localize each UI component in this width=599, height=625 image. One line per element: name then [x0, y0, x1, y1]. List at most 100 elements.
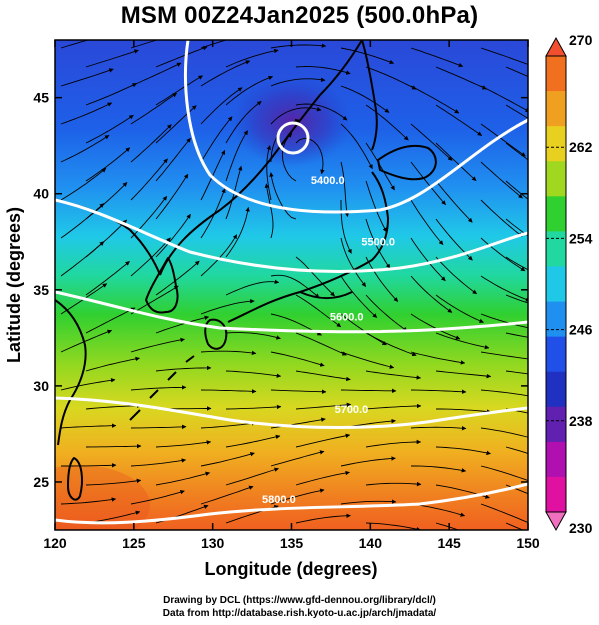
streamline: [295, 513, 351, 524]
streamline: [200, 350, 257, 356]
colorbar-label: 238: [569, 413, 593, 429]
streamline: [480, 389, 528, 397]
streamline: [269, 172, 297, 220]
coastline-honshu: [227, 171, 389, 323]
streamline: [85, 114, 134, 144]
colorbar-segment: [546, 371, 566, 408]
streamline: [295, 137, 325, 175]
streamline: [365, 439, 422, 448]
colorbar-segment: [546, 56, 566, 92]
streamline: [410, 161, 446, 206]
streamline: [410, 199, 444, 246]
streamline: [340, 499, 397, 505]
contour-labels: 5400.0 5500.0 5600.0 5700.0 5800.0: [262, 175, 395, 506]
streamline: [200, 149, 226, 201]
colorbar-label: 230: [569, 520, 593, 536]
streamline: [480, 465, 528, 482]
streamline: [365, 142, 395, 191]
streamline: [85, 443, 142, 449]
streamline: [200, 60, 251, 87]
streamline: [270, 351, 325, 367]
colorbar-segment: [546, 406, 566, 443]
streamline: [200, 188, 226, 239]
streamline: [270, 274, 320, 299]
streamline: [505, 294, 528, 304]
streamline: [225, 370, 282, 378]
streamline: [340, 388, 397, 394]
streamline: [505, 446, 528, 454]
streamline: [410, 426, 467, 431]
colorbar-label: 246: [569, 322, 593, 338]
streamline: [225, 100, 262, 144]
streamline: [435, 446, 491, 456]
streamline: [61, 463, 117, 468]
streamline: [365, 370, 422, 380]
streamline: [85, 82, 138, 106]
streamline: [340, 351, 395, 369]
streamline: [505, 370, 528, 375]
colorbar-label: 262: [569, 139, 593, 155]
streamline: [365, 332, 417, 357]
streamline: [340, 85, 390, 113]
colorbar-segment: [546, 441, 566, 478]
streamline: [480, 47, 528, 65]
streamline: [270, 77, 326, 87]
streamline: [365, 180, 387, 233]
streamline: [410, 123, 453, 161]
streamline: [225, 75, 274, 106]
streamline: [340, 456, 396, 467]
streamline: [225, 404, 282, 410]
contour-5400: [184, 40, 528, 214]
streamline: [225, 48, 279, 68]
streamline: [365, 104, 409, 141]
colorbar-label: 270: [569, 32, 593, 48]
x-tick-label: 125: [122, 535, 146, 551]
contour-label: 5800.0: [262, 494, 296, 506]
streamline: [60, 329, 113, 353]
coastline-sakhalin: [361, 40, 378, 151]
streamline: [340, 161, 350, 218]
streamline: [85, 147, 131, 182]
streamline: [225, 332, 281, 340]
streamline: [365, 522, 421, 530]
colorbar-segment: [546, 231, 566, 267]
streamline: [85, 49, 139, 68]
streamline: [295, 103, 348, 121]
streamline: [155, 440, 212, 448]
streamline: [436, 408, 492, 414]
streamline: [130, 237, 171, 277]
colorbar-frame: [545, 55, 567, 513]
streamline: [435, 370, 492, 379]
streamline: [505, 180, 528, 200]
coastline-korea: [145, 257, 179, 314]
streamline: [365, 256, 399, 302]
streamline: [60, 423, 117, 429]
coastline-taiwan: [67, 457, 83, 501]
streamline: [480, 351, 528, 360]
streamline: [60, 378, 116, 391]
coastline-east-china: [55, 299, 87, 446]
contour-label: 5400.0: [311, 175, 345, 187]
streamline: [60, 241, 105, 277]
streamline: [295, 332, 347, 356]
streamline: [266, 145, 272, 201]
streamline: [130, 489, 185, 505]
streamline: [295, 256, 335, 297]
streamline: [130, 158, 168, 201]
streamline: [480, 275, 528, 302]
streamline: [411, 465, 467, 473]
streamline: [435, 104, 483, 136]
temperature-colorbar: 270 262 254 246 238 230: [545, 32, 593, 536]
streamline: [410, 313, 461, 340]
streamline: [505, 332, 528, 338]
streamline: [200, 451, 255, 467]
streamline: [85, 478, 142, 486]
height-contours: [55, 40, 528, 525]
streamline: [200, 234, 238, 277]
streamline: [225, 467, 279, 486]
contour-label: 5500.0: [361, 237, 395, 249]
streamline: [130, 40, 159, 49]
streamline: [225, 279, 280, 296]
y-axis-label: Latitude (degrees): [4, 207, 24, 363]
streamline: [200, 485, 254, 505]
